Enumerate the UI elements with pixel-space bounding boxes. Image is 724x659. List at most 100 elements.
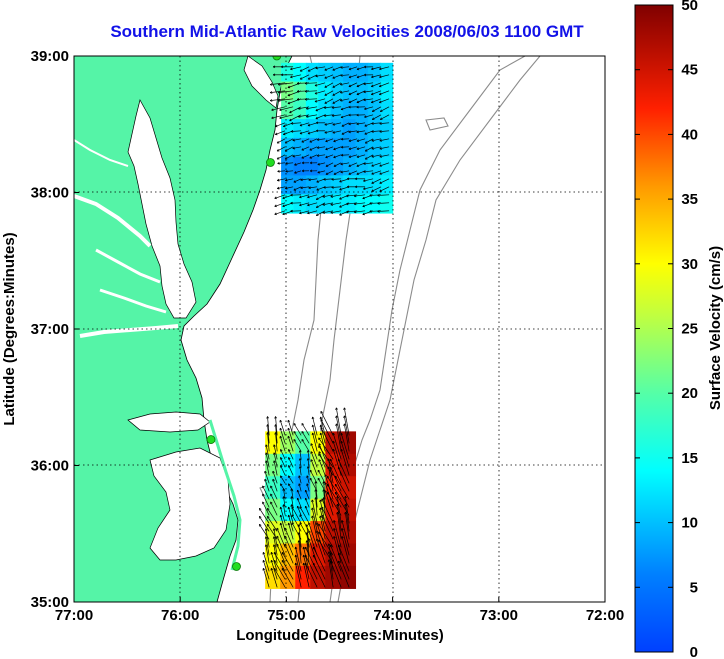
velocity-arrow: [379, 90, 390, 95]
velocity-arrow: [315, 114, 326, 120]
colorbar-tick-label: 10: [681, 515, 698, 532]
velocity-arrow-head: [321, 506, 324, 509]
velocity-arrow: [309, 146, 318, 151]
velocity-arrow-head: [356, 92, 359, 95]
velocity-arrow: [288, 449, 294, 460]
velocity-arrow: [292, 138, 302, 141]
velocity-arrow-head: [333, 164, 336, 167]
radar-station-marker: [206, 435, 216, 444]
velocity-arrow-head: [340, 153, 344, 156]
velocity-arrow: [306, 532, 310, 556]
velocity-cell: [330, 175, 344, 195]
velocity-arrow-head: [315, 481, 318, 484]
velocity-arrow-head: [345, 503, 347, 507]
velocity-arrow-head: [283, 124, 285, 127]
velocity-arrow-head: [340, 170, 343, 173]
velocity-arrow-head: [310, 459, 313, 462]
velocity-arrow: [280, 457, 286, 468]
velocity-arrow: [316, 194, 326, 200]
y-axis-ticks: 39:00 38:00 37:00 36:00 35:00: [31, 48, 79, 611]
velocity-cell: [380, 175, 394, 195]
velocity-arrow-head: [306, 524, 309, 527]
velocity-arrow-head: [301, 169, 305, 172]
velocity-arrow-head: [293, 431, 297, 433]
velocity-arrow-head: [344, 423, 346, 426]
colorbar-tick-label: 45: [681, 62, 698, 79]
velocity-arrow-head: [321, 514, 324, 517]
velocity-arrow: [371, 138, 382, 142]
velocity-arrow: [324, 122, 334, 126]
velocity-arrow: [328, 466, 334, 492]
velocity-arrow: [340, 170, 350, 173]
velocity-arrow-head: [320, 432, 323, 435]
velocity-arrow-head: [288, 483, 291, 486]
velocity-cell: [318, 119, 332, 139]
velocity-arrow: [316, 202, 326, 208]
velocity-arrow-head: [281, 568, 285, 570]
velocity-arrow: [371, 122, 382, 125]
velocity-arrow-head: [338, 552, 341, 555]
velocity-arrow: [298, 483, 302, 492]
velocity-arrow-head: [299, 458, 302, 461]
velocity-arrow-head: [279, 108, 282, 111]
velocity-arrow-head: [324, 85, 327, 88]
velocity-arrow: [297, 497, 302, 508]
velocity-cell: [340, 476, 357, 500]
colorbar-tick-label: 5: [690, 579, 698, 596]
velocity-arrow-head: [265, 536, 268, 539]
velocity-arrow: [273, 552, 286, 572]
velocity-arrow: [348, 162, 358, 167]
velocity-arrow: [379, 122, 390, 125]
velocity-arrow: [292, 146, 302, 149]
velocity-arrow-head: [356, 147, 359, 150]
velocity-arrow-head: [315, 74, 318, 77]
velocity-arrow: [273, 460, 278, 476]
velocity-arrow: [307, 194, 318, 198]
velocity-arrow: [331, 186, 342, 188]
velocity-arrow-head: [280, 73, 284, 76]
velocity-arrow: [279, 106, 294, 111]
velocity-arrow-head: [301, 439, 305, 441]
y-tick-label: 36:00: [31, 458, 69, 475]
velocity-cell: [340, 431, 357, 455]
velocity-arrow: [306, 114, 318, 118]
velocity-arrow: [284, 146, 294, 152]
velocity-arrow: [287, 420, 294, 436]
velocity-arrow: [313, 554, 326, 580]
velocity-arrow-head: [377, 193, 380, 196]
velocity-arrow-head: [340, 107, 343, 110]
velocity-arrow-head: [348, 67, 351, 70]
velocity-arrow-head: [299, 123, 302, 126]
velocity-arrow-head: [379, 189, 382, 192]
velocity-arrow-head: [377, 201, 380, 204]
velocity-arrow: [279, 114, 294, 119]
velocity-arrow: [271, 114, 286, 119]
velocity-arrow: [324, 74, 334, 79]
velocity-arrow: [314, 90, 326, 95]
velocity-arrow-head: [341, 124, 344, 127]
velocity-arrow-head: [324, 93, 327, 96]
velocity-arrow-head: [379, 164, 382, 167]
velocity-arrow-head: [340, 115, 343, 118]
velocity-arrow: [275, 122, 286, 127]
velocity-arrow-head: [297, 489, 300, 492]
velocity-arrow-head: [307, 450, 310, 453]
velocity-arrow-head: [280, 449, 283, 451]
velocity-arrow-head: [277, 161, 280, 164]
velocity-arrow-head: [315, 129, 319, 132]
velocity-arrow-head: [285, 169, 288, 172]
velocity-arrow: [276, 527, 286, 548]
velocity-arrow: [301, 439, 310, 452]
velocity-arrow: [371, 130, 382, 133]
velocity-arrow: [279, 436, 286, 452]
velocity-arrow-head: [301, 156, 304, 159]
velocity-arrow-head: [315, 489, 318, 492]
velocity-arrow-head: [328, 559, 331, 562]
velocity-arrow-head: [325, 155, 328, 158]
x-tick-label: 73:00: [480, 607, 518, 624]
velocity-arrow-head: [285, 161, 288, 164]
velocity-arrow-head: [336, 407, 338, 410]
velocity-arrow-head: [300, 186, 303, 189]
velocity-arrow-head: [299, 522, 302, 525]
velocity-arrow: [324, 130, 334, 134]
